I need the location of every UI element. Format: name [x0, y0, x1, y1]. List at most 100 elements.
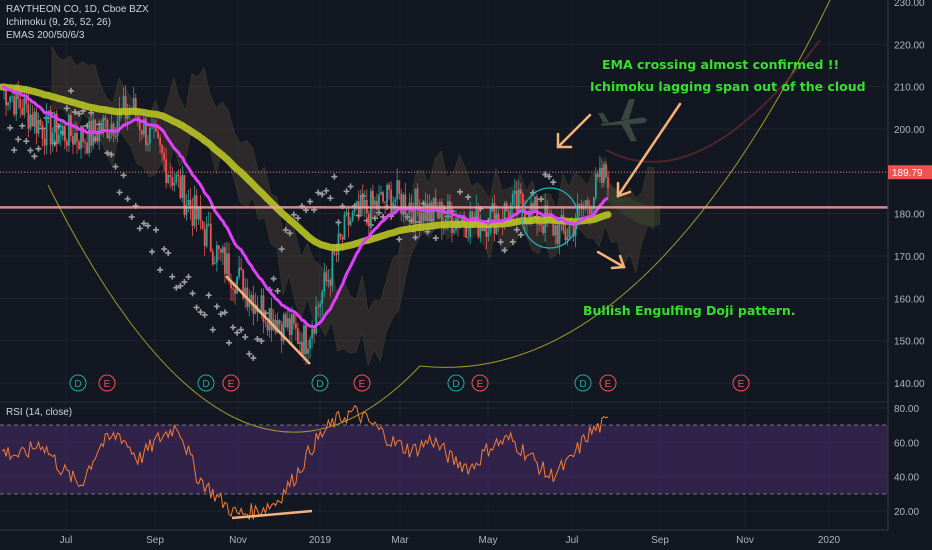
time-tick-label: Nov	[229, 535, 247, 546]
rsi-legend[interactable]: RSI (14, close)	[6, 406, 72, 419]
event-marker-circle	[599, 374, 617, 392]
event-marker-label: D	[74, 379, 81, 390]
price-tick-label: 140.00	[894, 379, 925, 390]
candle-body	[590, 209, 593, 215]
candle-body	[491, 203, 494, 209]
candle-body	[63, 125, 66, 142]
candle-body	[270, 308, 273, 331]
event-marker-dividend[interactable]: D	[447, 374, 465, 392]
candle-body	[517, 189, 520, 212]
candle-body	[242, 269, 245, 299]
event-marker-circle	[574, 374, 592, 392]
candle-body	[412, 211, 415, 224]
lagging-mark	[319, 191, 326, 198]
event-marker-dividend[interactable]: D	[197, 374, 215, 392]
event-marker-label: E	[104, 379, 111, 390]
candle-body	[147, 143, 149, 146]
time-tick-label: Nov	[736, 535, 754, 546]
candle-body	[78, 141, 80, 149]
candle-body	[132, 98, 135, 111]
candle-body	[116, 120, 119, 137]
rsi-tick-label: 60.00	[894, 438, 919, 449]
candle-body	[189, 199, 192, 210]
event-marker-circle	[69, 374, 87, 392]
candle-body	[305, 325, 307, 354]
event-marker-label: D	[452, 379, 459, 390]
lagging-mark	[169, 273, 176, 280]
candle-body	[471, 211, 474, 223]
event-marker-dividend[interactable]: D	[574, 374, 592, 392]
event-marker-earnings[interactable]: E	[353, 374, 371, 392]
lagging-mark	[274, 287, 281, 294]
lagging-mark	[185, 273, 192, 280]
legend-ichimoku[interactable]: Ichimoku (9, 26, 52, 26)	[6, 17, 112, 28]
lagging-mark	[315, 189, 322, 196]
event-marker-circle	[471, 374, 489, 392]
lagging-mark	[153, 226, 160, 233]
event-marker-earnings[interactable]: E	[471, 374, 489, 392]
lagging-mark	[173, 284, 180, 291]
time-axis[interactable]	[0, 530, 932, 550]
lagging-mark	[128, 213, 135, 220]
candle-body	[317, 306, 320, 308]
lagging-mark	[35, 145, 42, 152]
candle-body	[98, 126, 101, 142]
candle-body	[140, 130, 143, 135]
candle-body	[232, 288, 234, 290]
event-marker-earnings[interactable]: E	[222, 374, 240, 392]
candle-body	[262, 295, 265, 323]
price-axis[interactable]	[888, 0, 932, 550]
lagging-mark	[161, 246, 168, 253]
arrow-ema-cross	[556, 113, 592, 149]
lagging-mark	[31, 153, 38, 160]
event-marker-earnings[interactable]: E	[599, 374, 617, 392]
candle-body	[453, 230, 455, 233]
candle-body	[299, 342, 301, 344]
lagging-mark	[270, 275, 277, 282]
candle-body	[27, 104, 30, 129]
lagging-mark	[120, 172, 127, 179]
candle-body	[144, 118, 147, 146]
legend-symbol[interactable]: RAYTHEON CO, 1D, Cboe BZX	[6, 4, 149, 15]
candle-body	[108, 133, 111, 139]
event-marker-dividend[interactable]: D	[311, 374, 329, 392]
candle-body	[15, 86, 18, 115]
candle-body	[325, 272, 328, 282]
lagging-mark	[242, 334, 249, 341]
candle-body	[446, 201, 449, 219]
candle-body	[167, 174, 170, 184]
price-tick-label: 220.00	[894, 40, 925, 51]
lagging-mark	[331, 173, 338, 180]
event-marker-earnings[interactable]: E	[732, 374, 750, 392]
candle-body	[388, 184, 391, 190]
candle-body	[236, 276, 239, 294]
candle-body	[57, 134, 60, 144]
candle-body	[493, 203, 496, 234]
legend-rsi[interactable]: RSI (14, close)	[6, 407, 73, 418]
candle-body	[303, 325, 305, 355]
event-marker-earnings[interactable]: E	[98, 374, 116, 392]
candle-body	[161, 145, 164, 153]
lagging-mark	[230, 324, 237, 331]
event-marker-circle	[98, 374, 116, 392]
candle-body	[329, 279, 332, 286]
candle-body	[349, 220, 352, 226]
candle-body	[420, 212, 423, 226]
event-marker-dividend[interactable]: D	[69, 374, 87, 392]
lagging-mark	[546, 173, 553, 180]
candle-body	[416, 188, 419, 207]
legend-emas[interactable]: EMAS 200/50/6/3	[6, 30, 85, 41]
candle-body	[566, 237, 569, 241]
arrow-lagging-span	[616, 102, 682, 198]
event-marker-circle	[732, 374, 750, 392]
candle-body	[376, 200, 378, 210]
candle-body	[331, 250, 334, 286]
event-marker-label: E	[359, 379, 366, 390]
lagging-mark	[465, 194, 472, 201]
candle-body	[351, 211, 354, 221]
candle-body	[398, 180, 401, 194]
candle-body	[440, 202, 443, 228]
candle-body	[13, 96, 16, 115]
